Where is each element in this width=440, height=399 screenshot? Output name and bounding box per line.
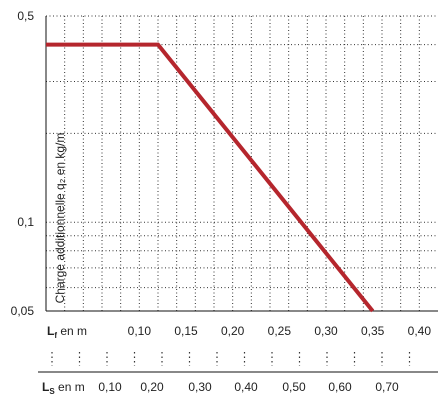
y-axis-ticks: 0,5 0,1 0,05 <box>11 9 35 318</box>
x-tick-label: 0,15 <box>174 324 198 338</box>
ls-tick-label: 0,40 <box>234 380 258 394</box>
ls-tick-label: 0,60 <box>328 380 352 394</box>
series-layer <box>46 42 375 313</box>
x-axis-ls-label-rest: en m <box>55 380 85 394</box>
y-tick-label: 0,05 <box>11 304 35 318</box>
x-axis-lf-ticks: 0,10 0,15 0,20 0,25 0,30 0,35 0,40 <box>128 324 432 338</box>
x-axis-ls-scale: 0,10 0,20 0,30 0,40 0,50 0,60 0,70 <box>38 352 438 394</box>
x-axis-lf-label-sub: f <box>54 331 57 340</box>
x-tick-label: 0,35 <box>361 324 385 338</box>
x-tick-label: 0,30 <box>314 324 338 338</box>
grid <box>46 15 438 311</box>
ls-tick-label: 0,50 <box>282 380 306 394</box>
x-tick-label: 0,10 <box>128 324 152 338</box>
y-axis-label: Charge additionnelle q₂ en kg/m <box>53 133 67 304</box>
y-tick-label: 0,5 <box>17 9 34 23</box>
x-axis-lf-label: Lf en m <box>47 324 87 340</box>
x-tick-label: 0,20 <box>221 324 245 338</box>
x-axis-lf-label-rest: en m <box>57 324 87 338</box>
ls-tick-label: 0,10 <box>98 380 122 394</box>
x-axis-ls-label-main: L <box>42 380 49 394</box>
x-axis-lf-label-main: L <box>47 324 54 338</box>
ls-tick-label: 0,20 <box>140 380 164 394</box>
x-tick-label: 0,40 <box>408 324 432 338</box>
series-line <box>46 42 375 313</box>
y-tick-label: 0,1 <box>17 215 34 229</box>
x-tick-label: 0,25 <box>268 324 292 338</box>
ls-tick-label: 0,30 <box>188 380 212 394</box>
x-axis-ls-label: LS en m <box>42 380 85 396</box>
plot-frame <box>45 16 438 312</box>
ls-tick-label: 0,70 <box>375 380 399 394</box>
x-axis-ls-label-sub: S <box>49 387 55 396</box>
